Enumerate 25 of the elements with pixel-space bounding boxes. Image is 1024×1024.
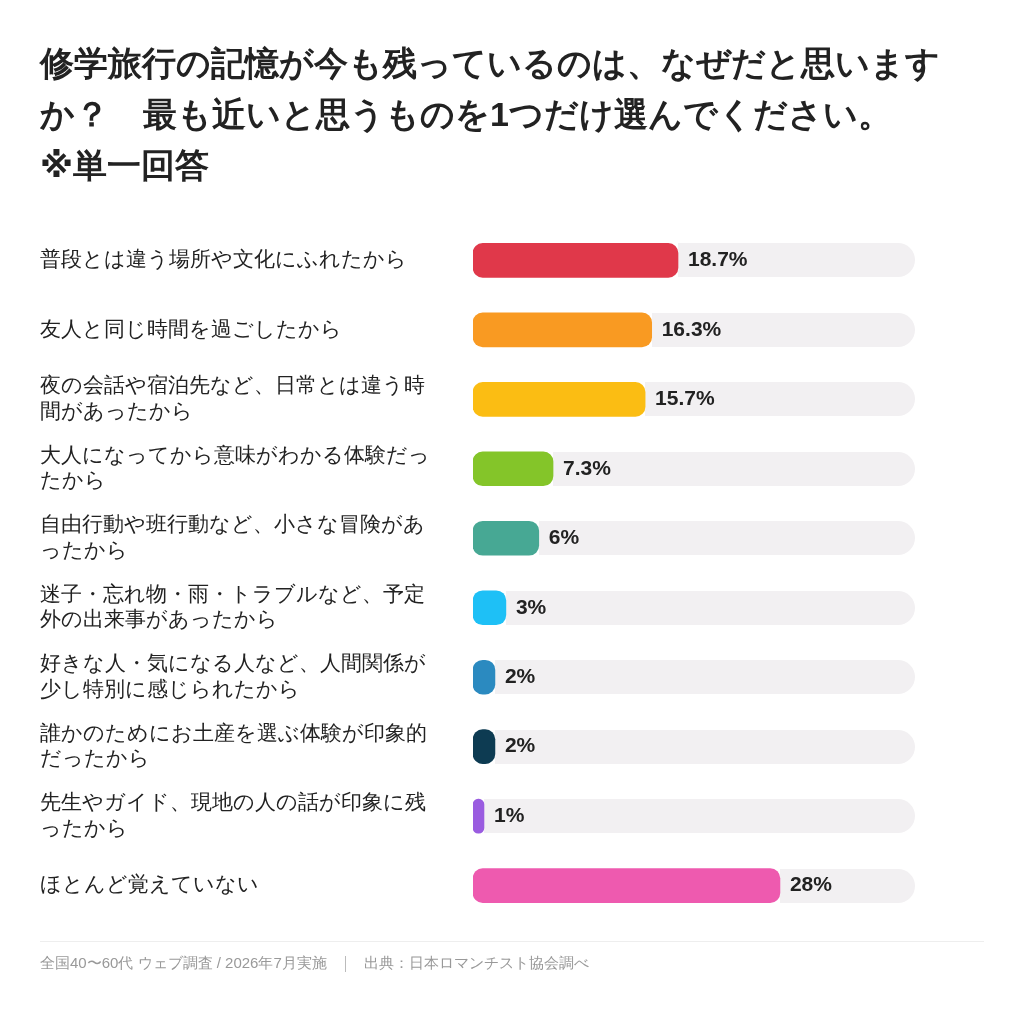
y-tick-label: 先生やガイド、現地の人の話が印象に残ったから	[40, 790, 426, 839]
data-label: 18.7%	[688, 247, 748, 271]
bar	[473, 520, 540, 556]
data-label: 28%	[789, 872, 833, 896]
data-label: 7.3%	[563, 455, 612, 479]
data-label: 3%	[515, 594, 547, 618]
text: 全国40〜60代 ウェブ調査 / 2026年7月実施	[40, 954, 327, 973]
y-tick-label: 迷子・忘れ物・雨・トラブルなど、予定外の出来事があったから	[40, 581, 425, 631]
data-label: 2%	[504, 733, 536, 757]
chart-title: 修学旅行の記憶が今も残っているのは、なぜだと思いますか？ 最も近いと思うものを1つだけ選んでください。 ※単一回答	[40, 43, 941, 186]
y-tick-label: 普段とは違う場所や文化にふれたから	[40, 247, 407, 271]
y-tick-label: 自由行動や班行動など、小さな冒険があったから	[40, 512, 425, 561]
source-note: 出典：日本ロマンチスト協会調べ	[363, 954, 589, 973]
y-tick-label: 誰かのためにお土産を選ぶ体験が印象的だったから	[40, 720, 427, 770]
data-label: 1%	[493, 802, 525, 826]
y-tick-label: 大人になってから意味がわかる体験だったから	[40, 442, 430, 492]
data-label: 6%	[548, 525, 580, 549]
data-label: 16.3%	[661, 316, 722, 340]
data-label: 2%	[504, 664, 536, 688]
y-tick-label: 友人と同じ時間を過ごしたから	[40, 316, 342, 340]
y-tick-label: 夜の会話や宿泊先など、日常とは違う時間があったから	[40, 373, 425, 422]
data-label: 15.7%	[655, 386, 715, 410]
y-tick-label: ほとんど覚えていない	[40, 872, 259, 896]
y-tick-label: 好きな人・気になる人など、人間関係が少し特別に感じられたから	[40, 651, 426, 700]
bar	[473, 451, 554, 487]
